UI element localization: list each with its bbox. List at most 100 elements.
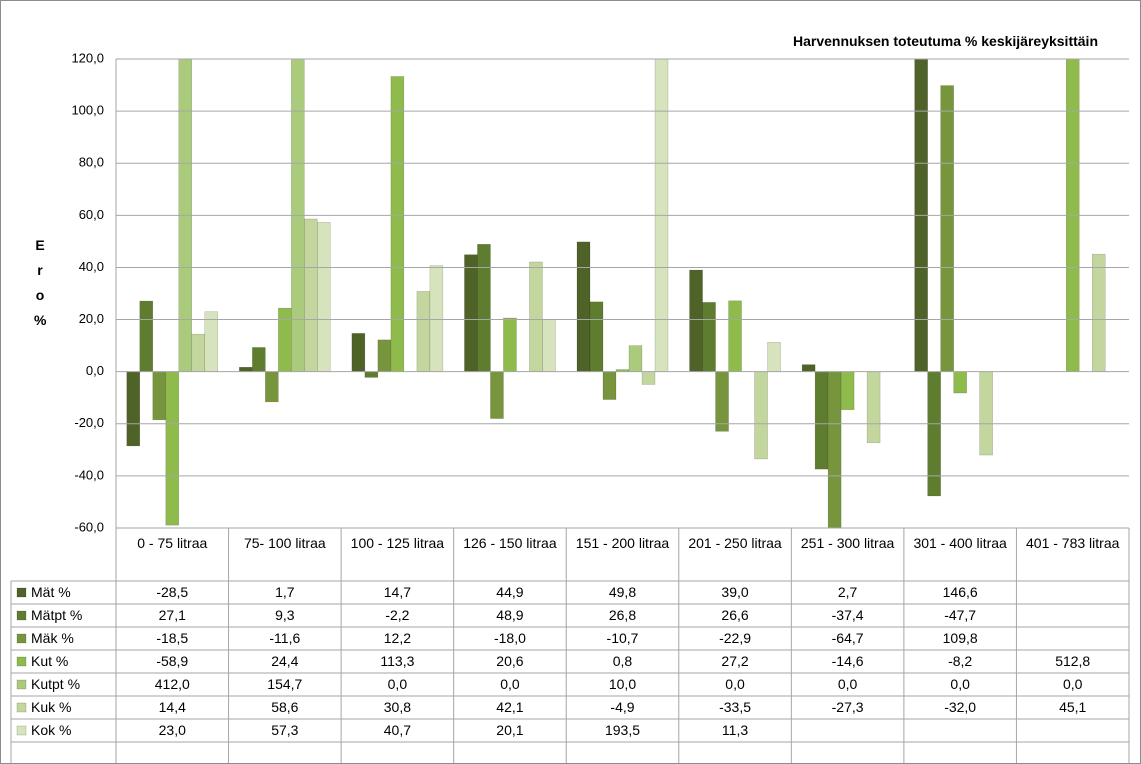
- table-value: -37,4: [831, 607, 864, 623]
- bar: [602, 371, 617, 400]
- table-value: 40,7: [383, 722, 411, 738]
- bar: [754, 371, 768, 460]
- y-tick-label: 100,0: [71, 103, 104, 118]
- table-value: -27,3: [831, 699, 864, 715]
- table-value: 14,7: [383, 584, 411, 600]
- legend-label: Mäk %: [31, 630, 74, 646]
- table-value: -33,5: [719, 699, 751, 715]
- bar: [1091, 253, 1106, 372]
- bar: [767, 341, 781, 372]
- bar: [477, 244, 491, 372]
- bar: [728, 300, 742, 372]
- bar: [628, 345, 643, 372]
- table-value: -64,7: [831, 630, 864, 646]
- table-value: 26,6: [721, 607, 749, 623]
- table-value: 57,3: [271, 722, 299, 738]
- bar: [377, 339, 392, 372]
- bar: [429, 265, 444, 372]
- table-value: 0,0: [500, 676, 520, 692]
- table-value: 24,4: [271, 653, 299, 669]
- legend-key: [16, 633, 27, 644]
- bar: [317, 222, 331, 372]
- bar: [390, 76, 405, 372]
- category-label: 100 - 125 litraa: [350, 535, 445, 551]
- bar: [265, 371, 279, 403]
- bar: [542, 319, 556, 372]
- bar: [689, 269, 703, 372]
- bar: [827, 371, 842, 528]
- bar: [304, 218, 318, 372]
- table-value: 0,0: [950, 676, 970, 692]
- category-label: 151 - 200 litraa: [575, 535, 670, 551]
- y-tick-label: -40,0: [74, 467, 104, 482]
- bar: [204, 311, 219, 372]
- table-value: -8,2: [948, 653, 973, 669]
- bar: [490, 371, 504, 419]
- table-value: 154,7: [267, 676, 303, 692]
- table-value: 20,1: [496, 722, 524, 738]
- table-value: -22,9: [719, 630, 751, 646]
- bar: [953, 371, 967, 394]
- bar: [641, 371, 656, 385]
- table-value: 58,6: [271, 699, 299, 715]
- bar: [416, 291, 431, 372]
- table-value: 0,0: [387, 676, 408, 692]
- table-value: -14,6: [831, 653, 864, 669]
- y-tick-label: 0,0: [86, 363, 104, 378]
- table-value: 26,8: [608, 607, 637, 623]
- legend-label: Kut %: [31, 653, 69, 669]
- table-value: 45,1: [1059, 699, 1087, 715]
- y-tick-label: -20,0: [74, 415, 104, 430]
- bar: [914, 59, 928, 372]
- legend-key: [16, 656, 27, 667]
- table-value: -58,9: [156, 653, 189, 669]
- table-value: 11,3: [721, 722, 749, 738]
- category-label: 251 - 300 litraa: [800, 535, 895, 551]
- table-value: 12,2: [383, 630, 411, 646]
- table-value: 2,7: [837, 584, 858, 600]
- table-value: 146,6: [942, 584, 978, 600]
- bar: [654, 59, 669, 372]
- table-value: -32,0: [944, 699, 977, 715]
- legend-key: [16, 702, 27, 713]
- table-value: 0,0: [725, 676, 745, 692]
- table-value: -4,9: [610, 699, 635, 715]
- table-value: 27,2: [721, 653, 749, 669]
- table-value: 27,1: [158, 607, 186, 623]
- table-value: -18,0: [493, 630, 526, 646]
- table-value: 23,0: [158, 722, 186, 738]
- bar: [840, 371, 855, 410]
- legend-key: [16, 610, 27, 621]
- bar: [165, 371, 180, 526]
- y-tick-label: 80,0: [79, 155, 104, 170]
- table-value: -18,5: [156, 630, 189, 646]
- table-value: 412,0: [154, 676, 190, 692]
- table-value: 0,0: [837, 676, 858, 692]
- bar: [126, 371, 141, 447]
- category-label: 201 - 250 litraa: [688, 535, 782, 551]
- category-label: 301 - 400 litraa: [913, 535, 1007, 551]
- table-value: 48,9: [496, 607, 524, 623]
- table-value: 0,8: [612, 653, 633, 669]
- table-value: 1,7: [275, 584, 295, 600]
- table-value: -28,5: [156, 584, 189, 600]
- bar: [252, 347, 266, 372]
- bar: [364, 371, 379, 378]
- table-value: -47,7: [944, 607, 977, 623]
- legend-label: Kuk %: [31, 699, 72, 715]
- bar: [576, 241, 591, 372]
- category-label: 0 - 75 litraa: [137, 535, 208, 551]
- table-value: -11,6: [269, 630, 301, 646]
- bars: [126, 59, 1106, 528]
- bar: [940, 85, 954, 372]
- table-value: 42,1: [496, 699, 524, 715]
- bar: [291, 59, 305, 372]
- bar: [139, 300, 154, 372]
- legend-label: Kok %: [31, 722, 72, 738]
- bar: [702, 302, 716, 372]
- table-value: 109,8: [942, 630, 978, 646]
- bar: [239, 366, 253, 372]
- category-label: 75- 100 litraa: [243, 535, 326, 551]
